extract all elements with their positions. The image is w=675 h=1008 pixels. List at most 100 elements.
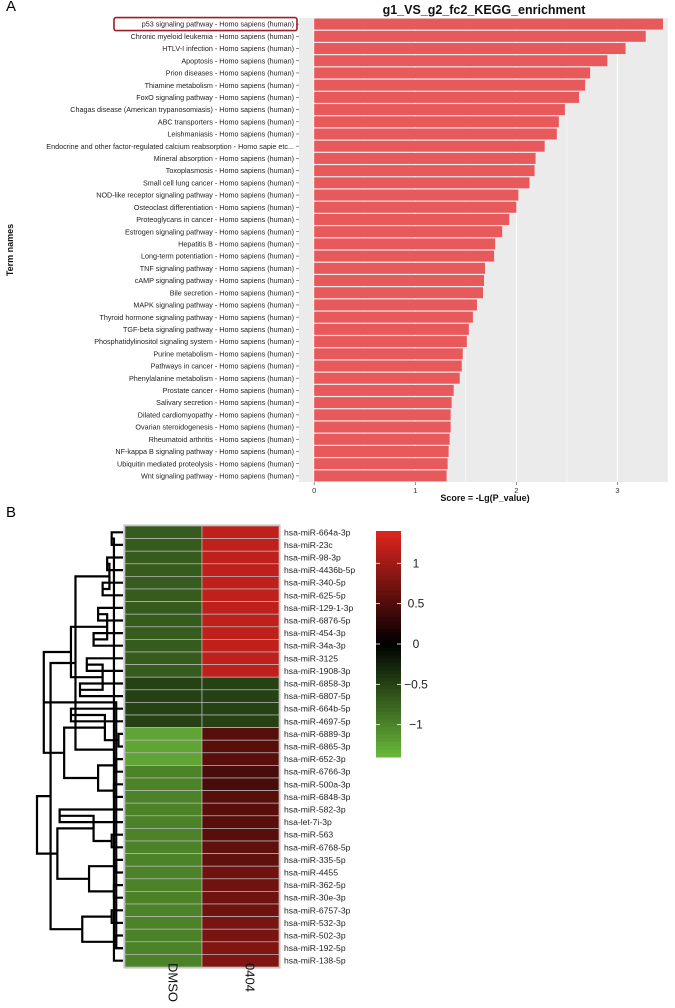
colorbar-segment [376,557,401,562]
row-label: hsa-miR-664a-3p [284,527,351,537]
bar [314,152,536,164]
colorbar-segment [376,753,401,758]
bar [314,470,447,482]
colorbar-segment [376,538,401,543]
heatmap-cell [201,651,280,665]
row-label: hsa-miR-3125 [284,653,338,663]
term-label: Estrogen signaling pathway - Homo sapien… [125,227,294,236]
heatmap-cell [124,689,203,703]
bar [314,116,559,128]
heatmap-cell [201,916,280,930]
dendrogram-branch [70,713,119,742]
heatmap-cell [201,802,280,817]
colorbar-segment [376,598,401,604]
term-label: Bile secretion - Homo sapiens (human) [170,288,294,297]
heatmap-cell [124,576,203,590]
row-label: hsa-miR-6865-3p [284,742,351,752]
term-label: Prostate cancer - Homo sapiens (human) [163,386,294,395]
heatmap-cell [124,538,203,552]
bar [314,409,451,421]
colorbar-segment [376,726,401,732]
bar [314,262,486,274]
row-label: hsa-miR-4436b-5p [284,565,355,575]
dendrogram-branch [81,915,117,943]
colorbar-segment [376,621,401,626]
colorbar-segment [376,666,401,671]
row-label: hsa-miR-6848-3p [284,792,351,802]
term-label: Leishmaniasis - Homo sapiens (human) [167,130,294,139]
bar [314,238,496,250]
heatmap-cell [124,941,203,955]
colorbar-segment [376,674,401,679]
dendrogram-branch [87,865,117,893]
term-label: TNF signaling pathway - Homo sapiens (hu… [140,264,294,273]
heatmap-cell [201,878,280,892]
colorbar-segment [376,730,401,735]
row-label: hsa-miR-6766-3p [284,767,351,777]
term-label: Osteoclast differentiation - Homo sapien… [134,203,294,212]
bar [314,18,663,30]
dendrogram-root-branch [43,701,123,950]
colorbar-segment [376,700,401,705]
colorbar-segment [376,655,401,660]
row-label: hsa-miR-6807-5p [284,691,351,701]
bar [314,165,535,177]
row-label: hsa-let-7i-3p [284,817,332,827]
row-label: hsa-miR-4455 [284,868,338,878]
colorbar-segment [376,745,401,750]
term-label: Toxoplasmosis - Homo sapiens (human) [166,166,294,175]
colorbar-segment [376,685,401,690]
heatmap-cell [201,601,280,615]
term-label: Chagas disease (American trypanosomiasis… [70,105,294,114]
heatmap-cell [201,727,280,741]
term-label: ABC transporters - Homo sapiens (human) [158,117,294,126]
colorbar-segment [376,738,401,743]
heatmap-cell [201,954,280,968]
heatmap-cell [124,563,203,577]
bar [314,397,452,409]
heatmap-cell [124,865,203,880]
row-label: hsa-miR-192-5p [284,943,346,953]
colorbar-tick-label: 0 [413,637,420,651]
heatmap-cell [201,639,280,653]
heatmap-cell [124,588,203,602]
x-tick-label: 2 [514,486,518,495]
colorbar-segment [376,625,401,630]
panel-a-label: A [6,0,17,15]
bar [314,30,646,42]
heatmap-cell [124,676,203,691]
heatmap-cell [201,790,280,804]
heatmap-cell [124,651,203,665]
colorbar-segment [376,553,401,558]
dendrogram-branch [110,531,123,546]
term-label: Prion diseases - Homo sapiens (human) [166,69,294,78]
colorbar-segment [376,617,401,622]
heatmap-cell [124,639,203,653]
colorbar-segment [376,534,401,540]
x-tick-label: 3 [615,486,619,495]
term-label: Proteoglycans in cancer - Homo sapiens (… [136,215,294,224]
colorbar-segment [376,572,401,577]
heatmap-cell [124,790,203,804]
heatmap-cell [201,752,280,766]
heatmap-cell [124,613,203,628]
colorbar-segment [376,564,401,570]
dendrogram-branch [92,632,123,647]
heatmap-cell [201,714,280,728]
bar [314,43,626,55]
colorbar-segment [376,606,401,611]
heatmap-cell [124,891,203,905]
colorbar-tick-label: −0.5 [404,677,428,691]
colorbar-segment [376,595,401,600]
term-label: MAPK signaling pathway - Homo sapiens (h… [133,301,294,310]
heatmap-cell [124,525,203,539]
colorbar-segment [376,636,401,641]
colorbar-segment [376,723,401,728]
heatmap-cell [201,676,280,691]
row-label: hsa-miR-23c [284,540,333,550]
bar [314,250,495,262]
colorbar-segment [376,741,401,747]
colorbar-segment [376,677,401,683]
term-label: TGF-beta signaling pathway - Homo sapien… [123,325,294,334]
